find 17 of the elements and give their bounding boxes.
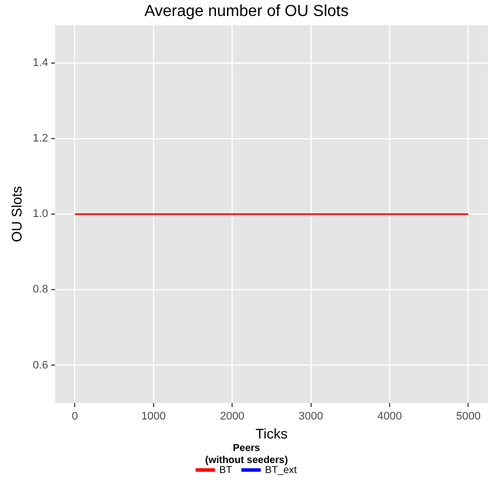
x-tick-label: 4000 <box>377 410 402 423</box>
legend-title: Peers (without seeders) <box>205 442 288 466</box>
x-tick-label: 3000 <box>298 410 324 423</box>
y-tick-label: 1.0 <box>32 208 48 220</box>
y-axis-title: OU Slots <box>8 186 24 242</box>
x-axis-title: Ticks <box>255 425 288 442</box>
y-tick-label: 0.8 <box>32 284 48 296</box>
x-tick-label: 5000 <box>456 410 481 423</box>
x-tick-label: 2000 <box>220 410 244 423</box>
x-tick-label: 1000 <box>141 410 166 423</box>
chart-title: Average number of OU Slots <box>144 3 349 20</box>
y-tick-label: 0.6 <box>32 359 48 372</box>
legend-label: BT <box>219 464 232 476</box>
legend-label: BT_ext <box>265 464 297 476</box>
y-tick-label: 1.4 <box>32 57 48 70</box>
x-tick-label: 0 <box>72 410 78 423</box>
y-tick-label: 1.2 <box>32 132 48 145</box>
